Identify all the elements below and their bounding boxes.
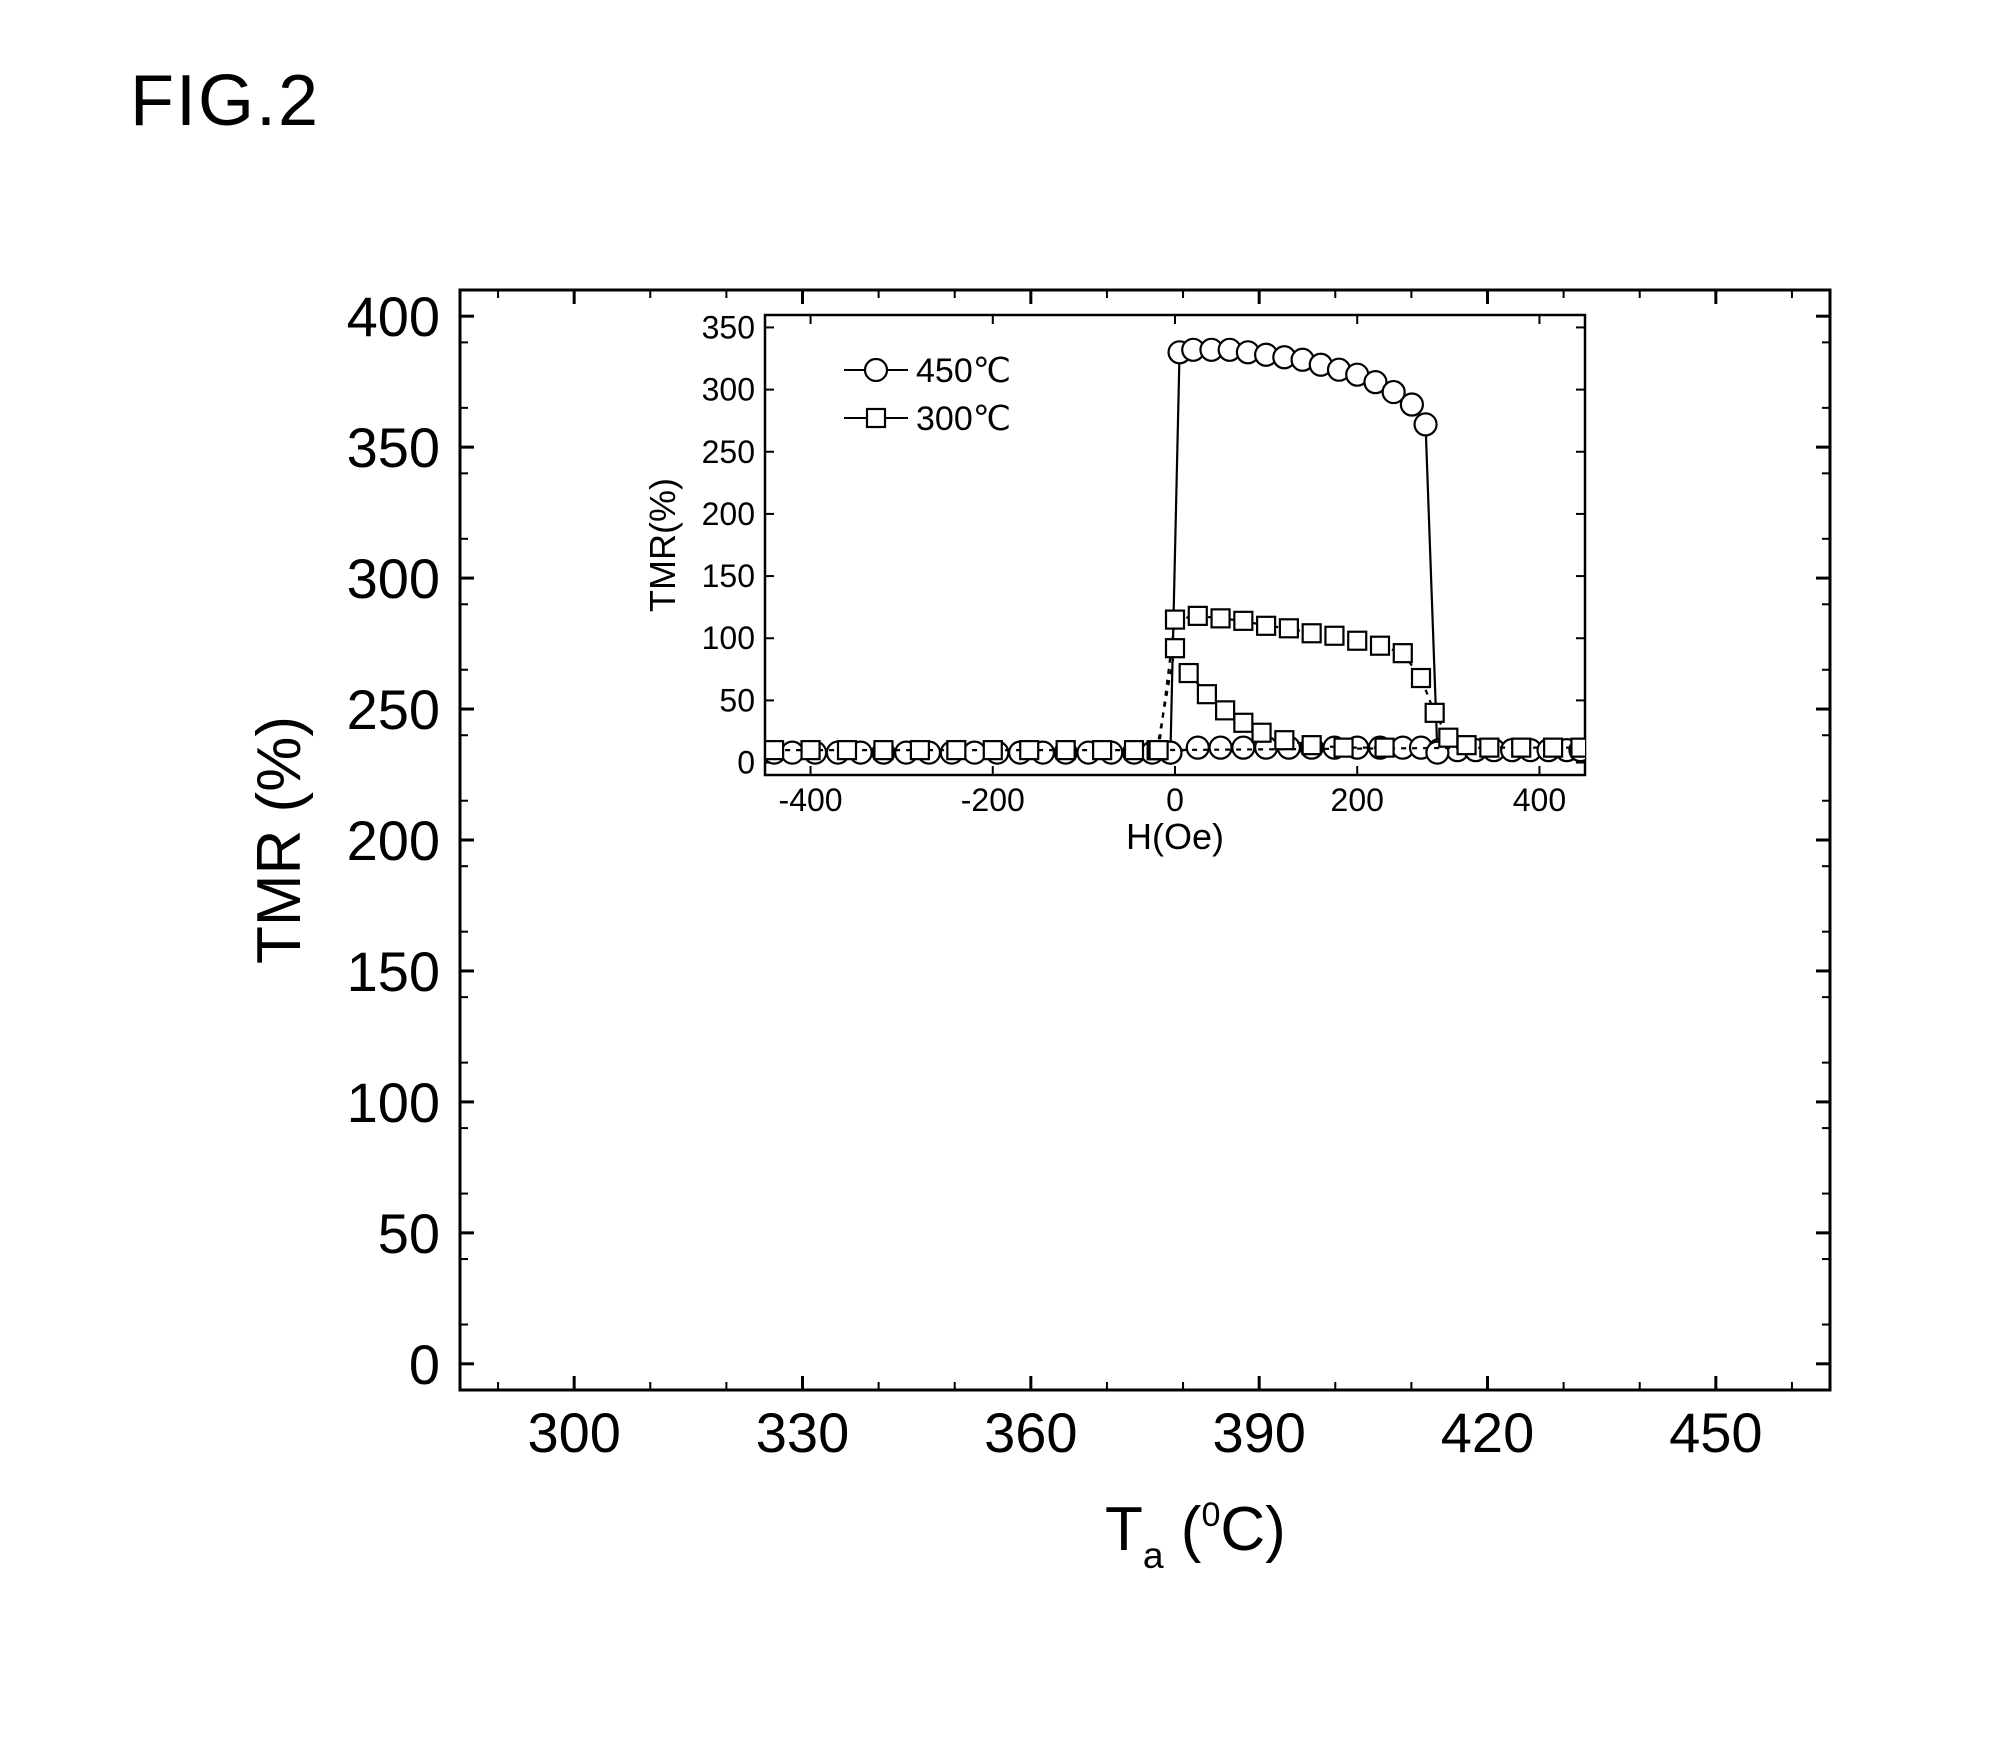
svg-text:420: 420	[1441, 1401, 1534, 1464]
svg-text:400: 400	[347, 285, 440, 348]
svg-text:200: 200	[1331, 782, 1384, 818]
svg-text:400: 400	[1513, 782, 1566, 818]
svg-text:360: 360	[984, 1401, 1077, 1464]
svg-text:300℃: 300℃	[916, 400, 1011, 438]
figure-label: FIG.2	[130, 60, 320, 142]
svg-text:100: 100	[347, 1071, 440, 1134]
svg-text:TMR (%): TMR (%)	[245, 716, 314, 964]
svg-text:50: 50	[378, 1202, 440, 1265]
svg-text:TMR(%): TMR(%)	[642, 478, 683, 612]
svg-text:300: 300	[702, 372, 755, 408]
page: FIG.2 0 50 100 150 200 250 300 350 400 300 330 360 3…	[0, 0, 2010, 1754]
svg-text:200: 200	[702, 496, 755, 532]
svg-text:Ta (0C): Ta (0C)	[1105, 1495, 1286, 1576]
svg-text:300: 300	[527, 1401, 620, 1464]
svg-text:H(Oe): H(Oe)	[1126, 816, 1224, 857]
svg-text:150: 150	[702, 558, 755, 594]
svg-text:0: 0	[737, 745, 755, 781]
svg-text:0: 0	[409, 1333, 440, 1396]
svg-text:100: 100	[702, 620, 755, 656]
svg-text:250: 250	[702, 434, 755, 470]
svg-text:450: 450	[1669, 1401, 1762, 1464]
chart-svg: 0 50 100 150 200 250 300 350 400 300 330 360 390 420 4…	[230, 260, 1890, 1660]
svg-text:200: 200	[347, 809, 440, 872]
svg-text:0: 0	[1166, 782, 1184, 818]
svg-text:150: 150	[347, 940, 440, 1003]
chart-area: 0 50 100 150 200 250 300 350 400 300 330 360 390 420 4…	[230, 260, 1890, 1660]
svg-text:330: 330	[756, 1401, 849, 1464]
svg-text:390: 390	[1212, 1401, 1305, 1464]
svg-text:300: 300	[347, 547, 440, 610]
svg-text:350: 350	[347, 416, 440, 479]
svg-text:350: 350	[702, 309, 755, 345]
svg-text:50: 50	[719, 682, 755, 718]
svg-text:-200: -200	[961, 782, 1025, 818]
svg-text:250: 250	[347, 678, 440, 741]
svg-text:-400: -400	[779, 782, 843, 818]
svg-text:450℃: 450℃	[916, 352, 1011, 390]
